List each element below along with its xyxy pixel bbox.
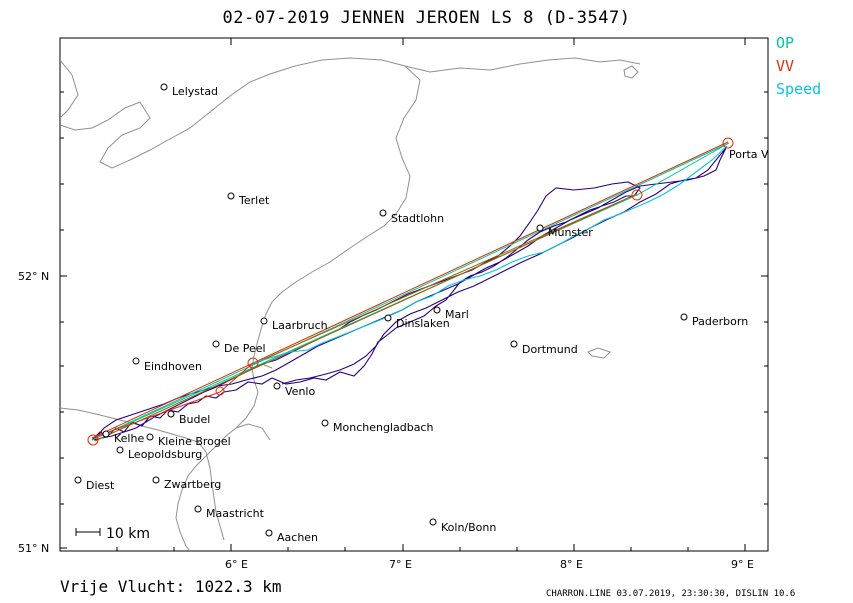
scale-bar xyxy=(75,528,101,536)
turnpoint-3 xyxy=(215,386,225,396)
vv-line xyxy=(91,141,729,439)
city-porta: Porta V xyxy=(729,148,769,161)
op-line xyxy=(91,142,730,441)
border-germany-north xyxy=(404,57,641,73)
city-dortmund: Dortmund xyxy=(522,343,578,356)
island-north xyxy=(623,65,639,79)
city-markers xyxy=(74,83,688,537)
turnpoint-start xyxy=(87,434,99,446)
city-venlo: Venlo xyxy=(285,385,315,398)
city-budel: Budel xyxy=(179,413,210,426)
city-eindhoven: Eindhoven xyxy=(144,360,202,373)
city-terlet: Terlet xyxy=(238,194,270,207)
vv-line-2 xyxy=(94,193,638,442)
legend-vv-label: VV xyxy=(776,57,795,75)
turnpoint-porta xyxy=(722,137,734,149)
tick-label-52n: 52° N xyxy=(18,270,49,283)
city-maastricht: Maastricht xyxy=(206,507,265,520)
tick-label-8e: 8° E xyxy=(560,558,583,571)
city-marl: Marl xyxy=(445,308,469,321)
tick-label-6e: 6° E xyxy=(225,558,248,571)
legend-vv: VV xyxy=(776,57,794,75)
city-aachen: Aachen xyxy=(277,531,318,544)
city-leopoldsburg: Leopoldsburg xyxy=(128,448,202,461)
city-diest: Diest xyxy=(86,479,115,492)
distance-label: Vrije Vlucht: 1022.3 km xyxy=(60,577,282,596)
legend-op: OP xyxy=(776,34,794,52)
map-title: 02-07-2019 JENNEN JEROEN LS 8 (D-3547) xyxy=(222,8,631,28)
city-kleine-brogel: Kleine Brogel xyxy=(158,435,231,448)
city-laarbruch: Laarbruch xyxy=(272,319,328,332)
legend-speed: Speed xyxy=(776,80,821,98)
legend-op-label: OP xyxy=(776,34,795,52)
border-fragment xyxy=(235,363,273,441)
city-dinslaken: Dinslaken xyxy=(396,317,450,330)
coastline-border xyxy=(60,57,421,551)
lake-detail xyxy=(587,347,611,359)
city-koln-bonn: Koln/Bonn xyxy=(441,521,496,534)
city-munster: Munster xyxy=(548,226,593,239)
city-stadtlohn: Stadtlohn xyxy=(391,212,444,225)
tick-label-9e: 9° E xyxy=(731,558,754,571)
city-de-peel: De Peel xyxy=(224,342,266,355)
turnpoint-4 xyxy=(631,189,643,201)
map-frame xyxy=(59,37,769,552)
city-zwartberg: Zwartberg xyxy=(164,478,221,491)
city-lelystad: Lelystad xyxy=(172,85,218,98)
turnpoint-2 xyxy=(247,357,259,369)
city-kelhe: Kelhe xyxy=(114,432,144,445)
city-monchengladbach: Monchengladbach xyxy=(333,421,433,434)
tick-label-7e: 7° E xyxy=(389,558,412,571)
legend-speed-label: Speed xyxy=(776,80,822,98)
credit-label: CHARRON.LINE 03.07.2019, 23:30:30, DISLI… xyxy=(546,589,796,599)
city-paderborn: Paderborn xyxy=(692,315,748,328)
axis-ticks xyxy=(60,38,768,551)
speed-line xyxy=(252,145,728,364)
tick-label-51n: 51° N xyxy=(18,542,49,555)
border-belgium xyxy=(60,407,225,541)
scale-bar-label: 10 km xyxy=(106,526,150,542)
